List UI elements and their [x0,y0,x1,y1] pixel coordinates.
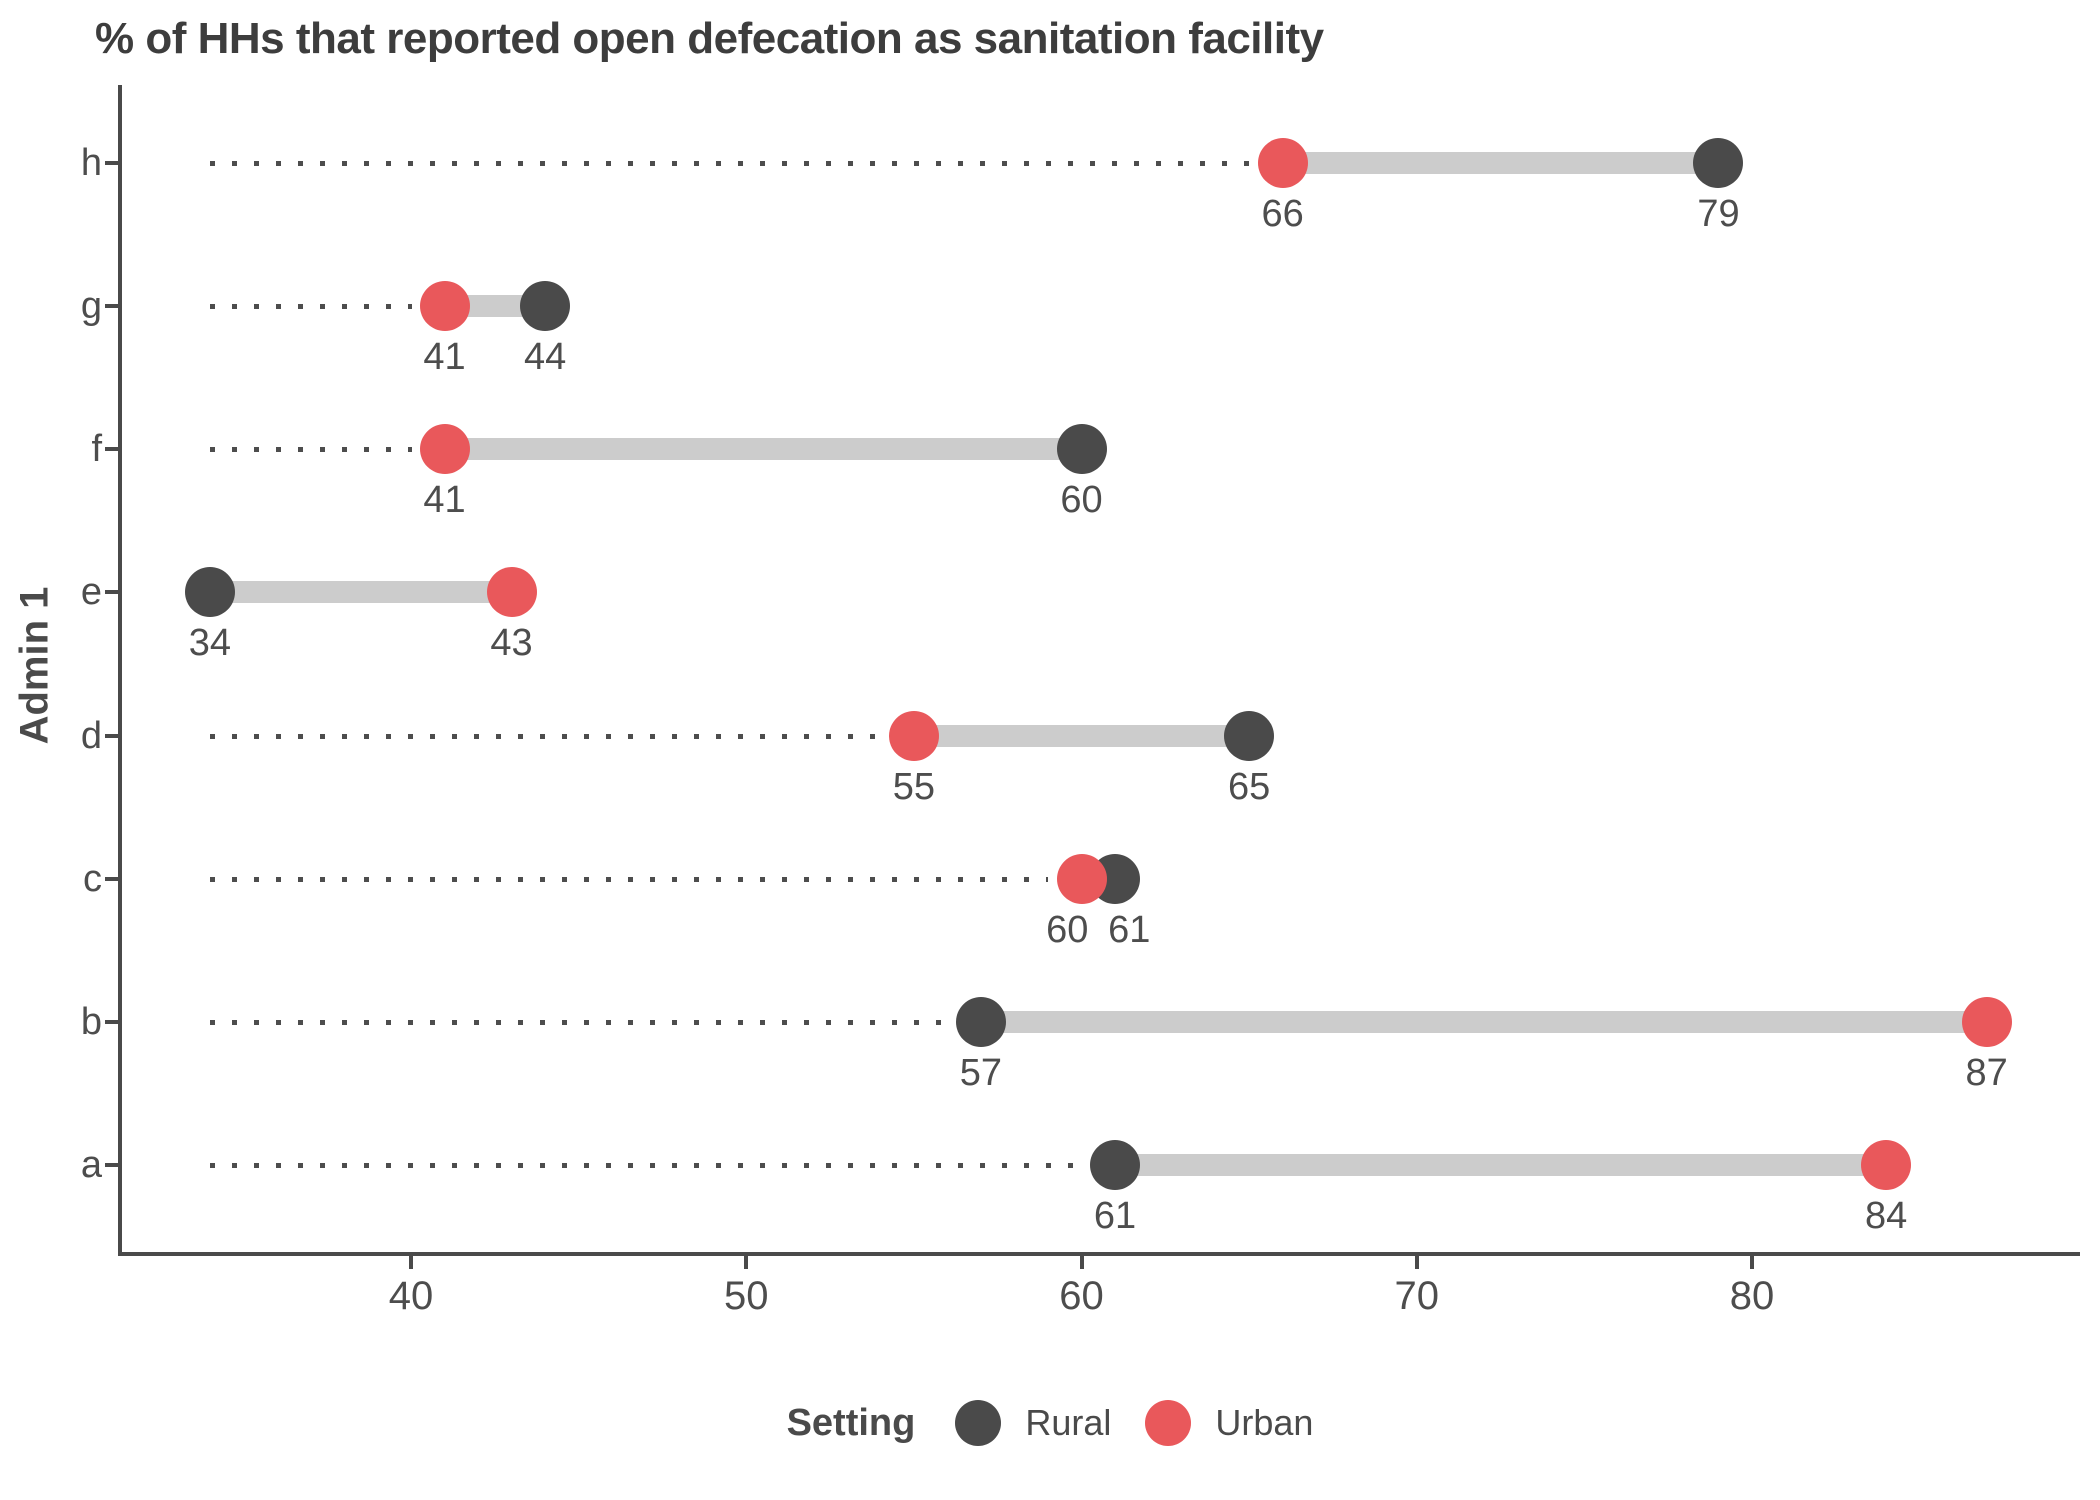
y-axis-category-label: e [80,571,102,614]
rural-value-label: 65 [1227,765,1271,808]
urban-value-label: 60 [1046,908,1089,951]
rural-legend-dot-icon [955,1400,1002,1446]
x-axis-tick [409,1256,413,1269]
y-axis-line [118,85,122,1256]
urban-value-label: 55 [892,765,936,808]
rural-dot [1090,1140,1141,1191]
legend-item-rural: Rural [955,1400,1111,1446]
connector-bar [444,438,1082,461]
leader-line [209,304,412,310]
connector-bar [1282,152,1719,174]
connector-bar [209,581,512,604]
y-axis-tick [105,1019,118,1024]
y-axis-category-label: h [80,142,102,184]
rural-dot [520,281,571,332]
leader-line [209,447,412,453]
urban-value-label: 41 [423,336,466,379]
urban-dot [486,567,537,618]
connector-bar [444,295,546,318]
x-axis-tick [744,1256,749,1269]
y-axis-tick [105,590,118,595]
leader-line [209,876,1049,882]
y-axis-category-label: f [91,428,102,471]
x-axis-tick [1414,1256,1419,1269]
y-axis-tick [105,733,118,738]
rural-value-label: 34 [188,622,231,665]
rural-dot [1056,424,1107,475]
urban-dot [888,710,939,761]
y-axis-tick [105,161,118,165]
urban-dot [1257,138,1308,188]
leader-line [209,733,881,739]
rural-value-label: 57 [959,1051,1003,1094]
y-axis-category-label: d [80,714,102,757]
rural-dot [184,567,235,618]
urban-value-label: 87 [1965,1051,2008,1094]
rural-dot [1693,138,1744,188]
legend-label-urban: Urban [1215,1402,1314,1443]
x-axis-line [118,1252,2080,1256]
y-axis-category-label: b [80,1000,102,1043]
urban-value-label: 41 [423,479,466,522]
urban-dot [419,281,470,332]
rural-value-label: 61 [1108,908,1151,951]
chart-title: % of HHs that reported open defecation a… [95,14,1324,63]
urban-dot [1056,853,1107,904]
y-axis-tick [105,447,118,452]
x-axis-tick [1079,1256,1084,1269]
y-axis-category-label: g [80,285,102,328]
leader-line [209,161,1250,166]
urban-dot [419,424,470,475]
legend-title: Setting [786,1401,916,1444]
x-axis-tick [1750,1256,1754,1269]
rural-value-label: 44 [523,336,567,379]
y-axis-tick [105,304,118,309]
connector-bar [980,1010,1987,1033]
rural-value-label: 61 [1093,1195,1137,1238]
urban-value-label: 43 [490,622,533,665]
urban-dot [1861,1140,1912,1191]
y-axis-category-label: a [80,1144,102,1187]
x-axis-tick-label: 50 [724,1274,769,1318]
legend: Setting Rural Urban [0,1395,2100,1451]
x-axis-tick-label: 60 [1059,1274,1104,1318]
x-axis-tick-label: 70 [1394,1274,1440,1318]
y-axis-tick [105,1163,118,1168]
y-axis-category-label: c [83,857,102,900]
rural-dot [955,996,1006,1047]
rural-value-label: 79 [1697,193,1740,235]
urban-value-label: 84 [1864,1195,1908,1238]
leader-line [209,1163,1083,1169]
rural-dot [1224,710,1275,761]
y-axis-tick [105,876,118,881]
urban-dot [1961,996,2012,1047]
legend-item-urban: Urban [1145,1400,1313,1446]
legend-label-rural: Rural [1025,1402,1112,1443]
leader-line [209,1019,948,1025]
rural-value-label: 60 [1060,479,1103,522]
x-axis-tick-label: 40 [388,1274,434,1318]
connector-bar [913,724,1250,747]
urban-value-label: 66 [1261,193,1304,235]
x-axis-tick-label: 80 [1729,1274,1775,1318]
urban-legend-dot-icon [1145,1400,1192,1446]
connector-bar [1115,1154,1887,1177]
